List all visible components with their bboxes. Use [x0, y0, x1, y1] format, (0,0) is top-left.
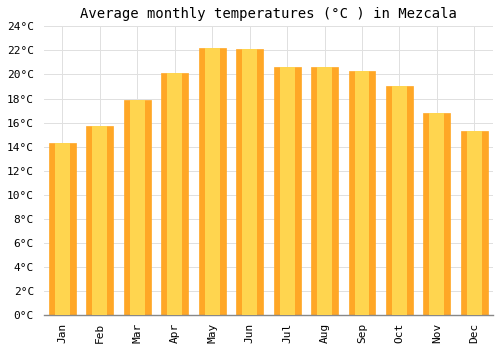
Bar	[467, 131, 481, 315]
Bar	[424, 113, 450, 315]
Bar	[280, 67, 294, 315]
Bar	[92, 126, 108, 315]
Bar	[317, 67, 332, 315]
Bar	[236, 49, 263, 315]
Bar	[354, 71, 370, 315]
Bar	[274, 67, 300, 315]
Title: Average monthly temperatures (°C ) in Mezcala: Average monthly temperatures (°C ) in Me…	[80, 7, 457, 21]
Bar	[430, 113, 444, 315]
Bar	[168, 73, 182, 315]
Bar	[162, 73, 188, 315]
Bar	[386, 86, 413, 315]
Bar	[242, 49, 257, 315]
Bar	[49, 143, 76, 315]
Bar	[348, 71, 376, 315]
Bar	[205, 48, 220, 315]
Bar	[55, 143, 70, 315]
Bar	[130, 100, 144, 315]
Bar	[311, 67, 338, 315]
Bar	[392, 86, 407, 315]
Bar	[198, 48, 226, 315]
Bar	[461, 131, 488, 315]
Bar	[124, 100, 151, 315]
Bar	[86, 126, 114, 315]
